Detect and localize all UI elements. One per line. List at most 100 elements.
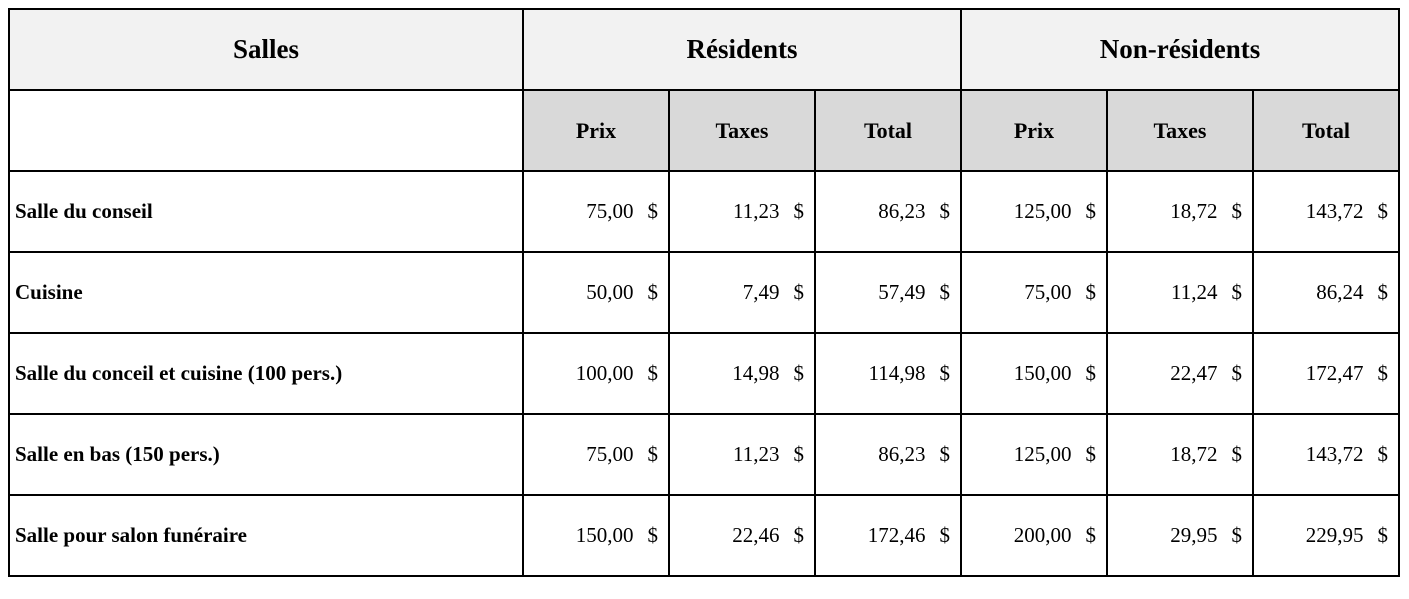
price-cell: 143,72 $	[1252, 413, 1400, 496]
amount: 125,00	[1013, 442, 1072, 466]
amount: 114,98	[868, 361, 926, 385]
price-cell: 14,98 $	[668, 332, 816, 415]
row-name: Salle pour salon funéraire	[8, 494, 524, 577]
price-cell: 57,49 $	[814, 251, 962, 334]
price-cell: 229,95 $	[1252, 494, 1400, 577]
currency: $	[793, 199, 805, 223]
price-table: Salles Résidents Non-résidents Prix Taxes…	[8, 8, 1400, 577]
price-cell: 172,47 $	[1252, 332, 1400, 415]
currency: $	[1231, 442, 1243, 466]
currency: $	[1085, 523, 1097, 547]
table-row: Cuisine 50,00 $7,49 $57,49 $75,00 $11,24 $86,2…	[8, 251, 1400, 334]
currency: $	[647, 199, 659, 223]
price-cell: 29,95 $	[1106, 494, 1254, 577]
price-cell: 125,00 $	[960, 170, 1108, 253]
amount: 22,47	[1170, 361, 1218, 385]
table-row: Salle du conseil 75,00 $11,23 $86,23 $125,00…	[8, 170, 1400, 253]
table-row: Salle en bas (150 pers.) 75,00 $11,23 $86,2…	[8, 413, 1400, 496]
currency: $	[1085, 199, 1097, 223]
price-cell: 75,00 $	[522, 170, 670, 253]
amount: 18,72	[1170, 199, 1218, 223]
currency: $	[793, 361, 805, 385]
amount: 229,95	[1305, 523, 1364, 547]
column-header: Taxes	[668, 89, 816, 172]
currency: $	[1231, 361, 1243, 385]
price-cell: 86,23 $	[814, 170, 962, 253]
currency: $	[1377, 280, 1389, 304]
amount: 29,95	[1170, 523, 1218, 547]
currency: $	[1085, 442, 1097, 466]
column-header: Total	[1252, 89, 1400, 172]
price-cell: 150,00 $	[960, 332, 1108, 415]
amount: 143,72	[1305, 199, 1364, 223]
price-cell: 114,98 $	[814, 332, 962, 415]
column-header: Taxes	[1106, 89, 1254, 172]
price-cell: 86,23 $	[814, 413, 962, 496]
currency: $	[1377, 199, 1389, 223]
currency: $	[647, 361, 659, 385]
table-row: Salle pour salon funéraire 150,00 $22,46 $1…	[8, 494, 1400, 577]
amount: 75,00	[1024, 280, 1072, 304]
amount: 86,24	[1316, 280, 1364, 304]
currency: $	[1085, 361, 1097, 385]
table-row: Salle du conceil et cuisine (100 pers.) 1…	[8, 332, 1400, 415]
price-cell: 22,46 $	[668, 494, 816, 577]
row-name: Salle du conceil et cuisine (100 pers.)	[8, 332, 524, 415]
amount: 75,00	[586, 442, 634, 466]
currency: $	[939, 280, 951, 304]
amount: 18,72	[1170, 442, 1218, 466]
amount: 86,23	[878, 442, 926, 466]
price-cell: 18,72 $	[1106, 170, 1254, 253]
currency: $	[1231, 199, 1243, 223]
column-header: Prix	[522, 89, 670, 172]
amount: 75,00	[586, 199, 634, 223]
currency: $	[793, 523, 805, 547]
price-cell: 11,23 $	[668, 413, 816, 496]
price-cell: 100,00 $	[522, 332, 670, 415]
price-cell: 172,46 $	[814, 494, 962, 577]
currency: $	[939, 361, 951, 385]
amount: 14,98	[732, 361, 780, 385]
currency: $	[793, 280, 805, 304]
amount: 100,00	[575, 361, 634, 385]
currency: $	[647, 523, 659, 547]
price-cell: 22,47 $	[1106, 332, 1254, 415]
amount: 172,47	[1305, 361, 1364, 385]
currency: $	[939, 523, 951, 547]
amount: 11,23	[733, 199, 780, 223]
amount: 86,23	[878, 199, 926, 223]
amount: 200,00	[1013, 523, 1072, 547]
price-cell: 18,72 $	[1106, 413, 1254, 496]
group-header: Résidents	[522, 8, 962, 91]
amount: 150,00	[575, 523, 634, 547]
price-cell: 200,00 $	[960, 494, 1108, 577]
group-header: Non-résidents	[960, 8, 1400, 91]
amount: 50,00	[586, 280, 634, 304]
currency: $	[939, 442, 951, 466]
price-cell: 11,24 $	[1106, 251, 1254, 334]
column-header: Total	[814, 89, 962, 172]
price-cell: 50,00 $	[522, 251, 670, 334]
price-cell: 11,23 $	[668, 170, 816, 253]
currency: $	[1377, 442, 1389, 466]
column-header: Prix	[960, 89, 1108, 172]
currency: $	[1377, 523, 1389, 547]
currency: $	[939, 199, 951, 223]
amount: 11,23	[733, 442, 780, 466]
row-name: Salle en bas (150 pers.)	[8, 413, 524, 496]
price-cell: 7,49 $	[668, 251, 816, 334]
amount: 172,46	[867, 523, 926, 547]
currency: $	[647, 442, 659, 466]
amount: 57,49	[878, 280, 926, 304]
currency: $	[793, 442, 805, 466]
amount: 11,24	[1171, 280, 1218, 304]
currency: $	[1231, 523, 1243, 547]
row-name: Cuisine	[8, 251, 524, 334]
currency: $	[647, 280, 659, 304]
amount: 7,49	[742, 280, 780, 304]
amount: 125,00	[1013, 199, 1072, 223]
currency: $	[1231, 280, 1243, 304]
price-cell: 75,00 $	[960, 251, 1108, 334]
currency: $	[1377, 361, 1389, 385]
